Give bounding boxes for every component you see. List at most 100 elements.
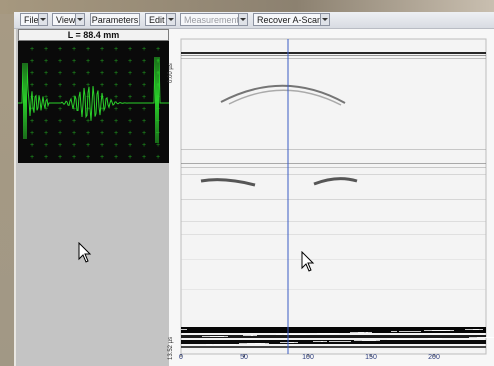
ascan-grid-mark: + <box>142 58 146 65</box>
file-menu-label: File <box>24 15 39 25</box>
ascan-grid-mark: + <box>44 154 48 161</box>
ascan-grid-mark: + <box>156 154 160 161</box>
backwall-speckle <box>206 344 212 345</box>
echo-band <box>181 289 486 290</box>
bscan-display[interactable] <box>169 29 494 366</box>
ascan-grid-mark: + <box>114 130 118 137</box>
backwall-speckle <box>424 330 446 331</box>
ascan-grid-mark: + <box>128 154 132 161</box>
ascan-grid-mark: + <box>86 154 90 161</box>
ascan-grid-mark: + <box>128 94 132 101</box>
ascan-grid-mark: + <box>156 70 160 77</box>
ascan-grid-mark: + <box>114 142 118 149</box>
x-tick-200: 200 <box>428 354 440 361</box>
echo-band <box>181 335 486 338</box>
ascan-grid-mark: + <box>128 46 132 53</box>
chevron-down-icon <box>166 14 175 25</box>
ascan-grid-mark: + <box>44 130 48 137</box>
backwall-speckle <box>243 335 253 336</box>
ascan-grid-mark: + <box>114 46 118 53</box>
echo-band <box>181 259 486 260</box>
ascan-grid-mark: + <box>128 106 132 113</box>
ascan-grid-mark: + <box>30 106 34 113</box>
backwall-speckle <box>276 334 282 335</box>
mouse-pointer-icon <box>78 242 92 263</box>
measurements-menu-button[interactable]: Measurements <box>180 13 248 26</box>
x-tick-150: 150 <box>365 354 377 361</box>
bscan-x-axis <box>180 354 435 357</box>
backwall-speckle <box>214 344 236 345</box>
scan-viewer-window: File View Parameters Edit Measurements R… <box>14 12 494 366</box>
echo-band <box>181 174 486 175</box>
ascan-grid-mark: + <box>44 142 48 149</box>
ascan-grid-mark: + <box>44 58 48 65</box>
ascan-grid-mark: + <box>100 130 104 137</box>
ascan-grid-mark: + <box>100 142 104 149</box>
depth-start-label: 0.00 µs <box>168 63 174 83</box>
echo-band <box>181 163 486 164</box>
backwall-speckle <box>399 331 421 332</box>
ascan-waveform <box>18 56 169 144</box>
ascan-grid-mark: + <box>156 94 160 101</box>
backwall-speckle <box>313 341 323 342</box>
backwall-speckle <box>181 329 187 330</box>
reflector-hyperbola-upper-echo <box>228 89 342 106</box>
reflector-left-lower <box>200 178 256 187</box>
ascan-grid-mark: + <box>72 106 76 113</box>
ascan-grid-mark: + <box>58 130 62 137</box>
ascan-grid-mark: + <box>128 130 132 137</box>
ascan-grid-mark: + <box>156 58 160 65</box>
ascan-grid-mark: + <box>86 130 90 137</box>
echo-band <box>181 52 486 54</box>
ascan-grid-mark: + <box>72 142 76 149</box>
ascan-grid-mark: + <box>142 70 146 77</box>
chevron-down-icon <box>238 14 247 25</box>
ascan-grid-mark: + <box>142 46 146 53</box>
ascan-grid-mark: + <box>58 106 62 113</box>
recover-ascan-menu-label: Recover A-Scan <box>257 15 323 25</box>
ascan-grid-mark: + <box>128 142 132 149</box>
bscan-panel: 0.00 µs 13.52 µs 0 50 100 150 200 <box>168 29 494 366</box>
backwall-speckle <box>251 335 257 336</box>
desktop-background-left <box>0 14 14 366</box>
file-menu-button[interactable]: File <box>20 13 48 26</box>
echo-band <box>181 149 486 150</box>
ascan-grid-mark: + <box>100 118 104 125</box>
backwall-speckle <box>387 339 405 340</box>
ascan-grid-mark: + <box>100 154 104 161</box>
edit-menu-label: Edit <box>149 15 165 25</box>
ascan-grid-mark: + <box>72 130 76 137</box>
ascan-grid-mark: + <box>114 106 118 113</box>
ascan-grid-mark: + <box>114 154 118 161</box>
ascan-panel: L = 88.4 mm + + + + + + + + + + + + + + + + + + + + + + + + + + + +… <box>16 29 169 366</box>
chevron-down-icon <box>75 14 84 25</box>
view-menu-button[interactable]: View <box>52 13 85 26</box>
backwall-speckle <box>366 332 372 333</box>
ascan-grid-mark: + <box>142 154 146 161</box>
ascan-grid-mark: + <box>86 58 90 65</box>
ascan-display[interactable]: + + + + + + + + + + + + + + + + + + + + + + + + + + + + + + + + + + + + + + + +… <box>18 41 169 163</box>
ascan-grid-mark: + <box>128 118 132 125</box>
ascan-grid-mark: + <box>86 142 90 149</box>
ascan-grid-mark: + <box>142 94 146 101</box>
recover-ascan-menu-button[interactable]: Recover A-Scan <box>253 13 330 26</box>
ascan-grid-mark: + <box>128 70 132 77</box>
echo-band <box>181 221 486 222</box>
reflector-right-lower <box>313 177 358 186</box>
ascan-grid-mark: + <box>72 94 76 101</box>
ascan-grid-mark: + <box>30 58 34 65</box>
edit-menu-button[interactable]: Edit <box>145 13 176 26</box>
parameters-button[interactable]: Parameters <box>90 13 140 26</box>
echo-band <box>181 167 486 168</box>
ascan-grid-mark: + <box>72 82 76 89</box>
reflector-hyperbola-upper <box>220 84 346 104</box>
ascan-grid-mark: + <box>86 118 90 125</box>
echo-band <box>181 234 486 235</box>
backwall-speckle <box>465 329 479 330</box>
ascan-grid-mark: + <box>72 58 76 65</box>
desktop-background-top <box>0 0 494 14</box>
backwall-speckle <box>202 336 220 337</box>
backwall-speckle <box>317 333 335 334</box>
ascan-grid-mark: + <box>156 46 160 53</box>
backwall-speckle <box>321 341 327 342</box>
